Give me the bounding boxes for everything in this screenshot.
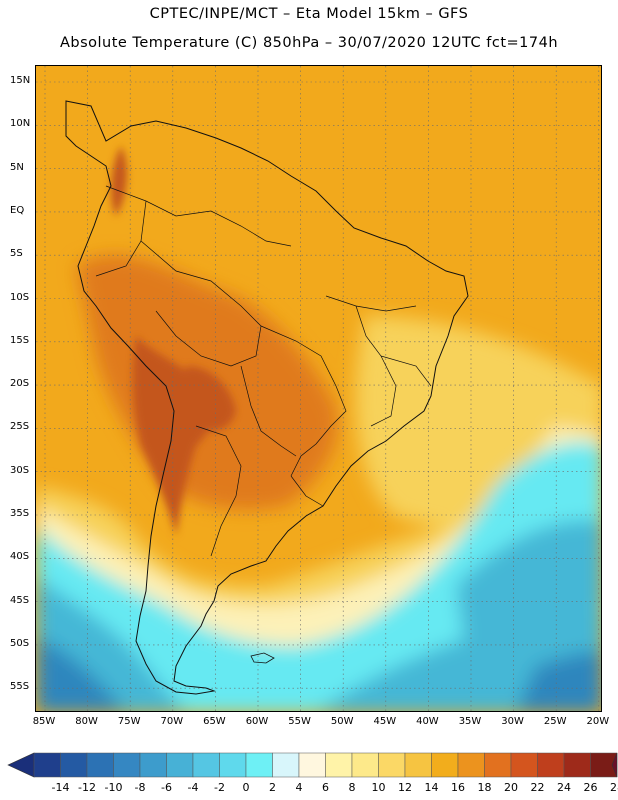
title-line-2: Absolute Temperature (C) 850hPa – 30/07/…: [59, 35, 559, 51]
colorbar-tick-label: -6: [161, 781, 172, 794]
colorbar-tick-label: 10: [371, 781, 386, 794]
colorbar-segment: [537, 752, 565, 778]
latitude-label: 40S: [10, 551, 30, 563]
colorbar-tick-label: 28: [610, 781, 618, 794]
cool-region: [36, 426, 601, 660]
longitude-label: 35W: [458, 716, 482, 727]
latitude-label: EQ: [10, 204, 25, 216]
longitude-label: 55W: [288, 716, 311, 727]
colorbar-segment: [166, 752, 194, 778]
latitude-label: 35S: [10, 508, 30, 519]
graticule: [36, 66, 601, 711]
latitude-label: 50S: [10, 637, 30, 649]
longitude-label: 20W: [586, 716, 610, 727]
longitude-label: 65W: [203, 716, 226, 727]
colorbar-segment: [245, 752, 273, 778]
colorbar-tick-label: 16: [451, 781, 465, 794]
colorbar-segment: [139, 752, 167, 778]
latitude-label: 10N: [10, 118, 31, 130]
colorbar-segment: [325, 752, 353, 778]
colorbar-tick-label: 22: [530, 781, 545, 794]
longitude-label: 25W: [543, 716, 567, 727]
longitude-label: 85W: [32, 716, 56, 727]
colorbar-tick-label: 2: [269, 781, 276, 794]
very-hot-north: [111, 146, 128, 216]
colorbar-segment: [378, 752, 406, 778]
colorbar-tick-label: 4: [295, 781, 303, 794]
colorbar-high-arrow: [611, 752, 618, 778]
colorbar-tick-label: 14: [424, 781, 439, 794]
latitude-label: 15N: [10, 75, 31, 86]
map-canvas: [36, 66, 601, 711]
colorbar-segment: [272, 752, 300, 778]
colorbar-segment: [219, 752, 247, 778]
colorbar-tick-label: 12: [398, 781, 412, 794]
colorbar-tick-label: -12: [78, 781, 96, 794]
latitude-label: 55S: [10, 681, 30, 693]
latitude-label: 20S: [10, 378, 30, 390]
colorbar: [7, 752, 618, 778]
latitude-label: 5N: [10, 161, 24, 173]
colorbar-segment: [351, 752, 379, 778]
falkland-islands: [250, 652, 275, 664]
colorbar-segment: [431, 752, 459, 778]
colorbar-segment: [404, 752, 432, 778]
coldest-region-east: [516, 651, 601, 711]
latitude-label: 10S: [10, 291, 30, 303]
colorbar-tick-label: -2: [214, 781, 225, 794]
longitude-label: 40W: [416, 716, 439, 727]
colorbar-tick-label: 18: [477, 781, 492, 794]
colorbar-segment: [86, 752, 114, 778]
colorbar-segment: [510, 752, 538, 778]
latitude-label: 15S: [10, 334, 30, 346]
south-america-coastline: [65, 100, 469, 695]
longitude-label: 60W: [245, 716, 269, 727]
latitude-label: 30S: [10, 464, 30, 476]
longitude-label: 30W: [501, 716, 524, 727]
longitude-label: 80W: [75, 716, 98, 727]
colder-region-atlantic: [456, 520, 601, 656]
latitude-label: 45S: [10, 594, 30, 606]
colorbar-tick-label: 6: [322, 781, 329, 794]
colorbar-segment: [192, 752, 220, 778]
colorbar-segment: [33, 752, 61, 778]
longitude-label: 50W: [330, 716, 354, 727]
colorbar-segment: [60, 752, 88, 778]
colorbar-segment: [457, 752, 485, 778]
colorbar-tick-label: 0: [242, 781, 250, 794]
colorbar-tick-label: 8: [348, 781, 356, 794]
colorbar-segment: [484, 752, 512, 778]
longitude-label: 75W: [117, 716, 141, 727]
colorbar-tick-label: 20: [504, 781, 518, 794]
latitude-label: 25S: [10, 421, 30, 433]
colorbar-tick-label: -14: [51, 781, 70, 794]
longitude-label: 45W: [373, 716, 397, 727]
colorbar-segment: [113, 752, 141, 778]
colorbar-tick-label: -4: [187, 781, 199, 794]
longitude-label: 70W: [160, 716, 184, 727]
colorbar-tick-label: -8: [134, 781, 146, 794]
colorbar-tick-label: 26: [583, 781, 598, 794]
title-line-1: CPTEC/INPE/MCT – Eta Model 15km – GFS: [149, 6, 469, 22]
colorbar-segment: [298, 752, 326, 778]
temperature-map: [35, 65, 602, 712]
very-hot-chaco: [186, 366, 236, 431]
country-borders: [95, 185, 432, 557]
colorbar-tick-label: 24: [557, 781, 571, 794]
colorbar-segment: [563, 752, 591, 778]
colorbar-low-arrow: [7, 752, 35, 778]
latitude-label: 5S: [10, 248, 23, 260]
colorbar-tick-label: -10: [104, 781, 123, 794]
coldest-region: [36, 636, 125, 711]
